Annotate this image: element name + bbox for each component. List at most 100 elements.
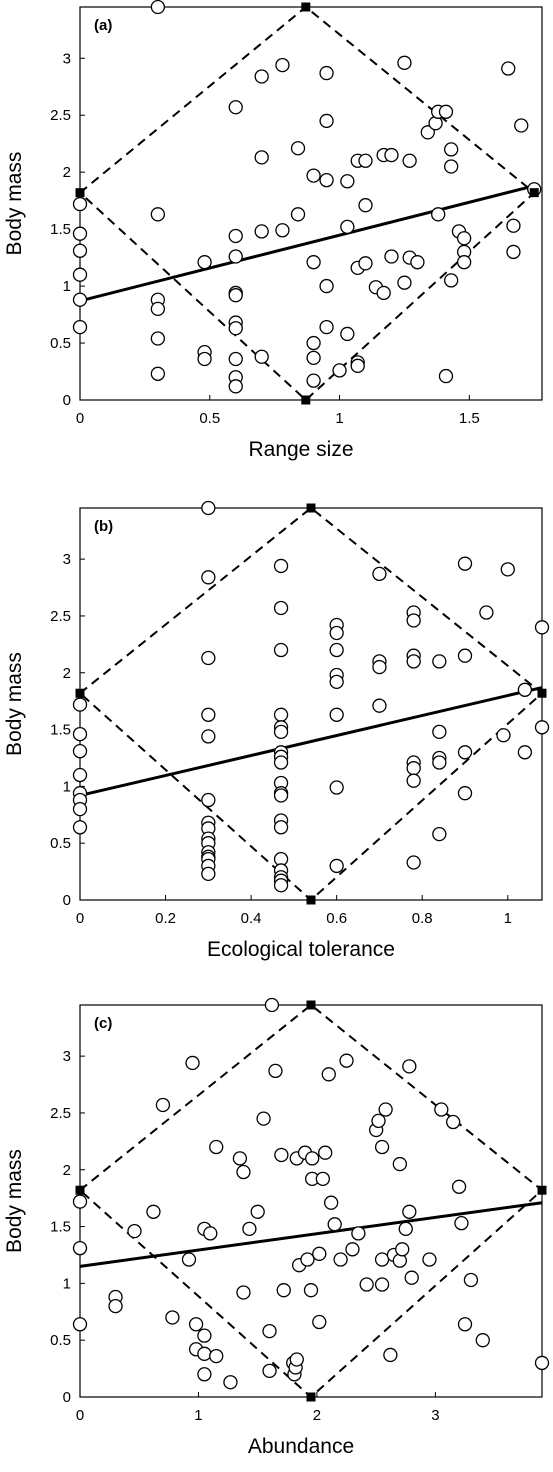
data-point [340,326,355,342]
data-point [146,1204,161,1219]
data-point [438,368,454,384]
data-point [506,218,521,233]
y-tick-label: 1 [63,778,71,795]
data-point [406,761,421,776]
data-point [398,1221,413,1236]
data-point [358,256,373,271]
data-point [457,786,473,801]
data-point [72,697,88,712]
data-point [306,373,321,388]
data-point [72,243,88,258]
data-point [372,698,387,713]
data-point [201,866,216,882]
data-point [444,273,459,288]
data-point [329,674,344,689]
data-point [254,150,269,165]
data-point [305,1151,320,1166]
data-point [181,1252,197,1267]
data-point [384,147,399,163]
data-point [303,1283,319,1298]
y-tick-label: 1 [63,1275,71,1292]
data-point [72,820,88,835]
data-point [434,1102,449,1117]
y-tick-label: 0 [63,892,71,909]
data-point [228,100,243,115]
data-point [72,196,88,212]
data-point [306,350,321,366]
data-point [250,1204,265,1219]
panel-label: (b) [94,518,113,535]
data-point [318,1145,333,1160]
y-tick-label: 2.5 [50,1105,71,1122]
data-point [72,801,88,817]
data-point [383,1347,398,1363]
data-point [209,1139,224,1155]
data-point [345,1242,360,1257]
data-point [372,659,387,675]
vertex-marker [537,1185,547,1195]
data-point [457,1317,473,1332]
y-axis-label: Body mass [3,652,26,756]
data-point [236,1285,251,1300]
data-point [150,0,166,15]
data-point [444,142,459,157]
data-point [329,707,344,722]
data-point [273,755,289,770]
data-point [275,223,290,238]
y-tick-label: 3 [63,50,71,67]
data-point [350,358,365,373]
data-point [374,1277,390,1292]
data-point [402,1059,417,1074]
data-point [457,556,473,571]
y-tick-label: 1.5 [50,221,71,238]
data-point [378,1102,393,1117]
data-point [201,570,216,585]
data-point [451,1179,467,1194]
y-axis-label: Body mass [3,1149,26,1253]
regression-line [79,686,543,797]
data-point [273,724,289,739]
data-point [402,153,417,168]
data-point [72,226,88,241]
data-point [315,1171,330,1186]
x-tick-label: 2 [313,1407,321,1424]
data-point [262,1323,277,1339]
data-point [329,642,344,658]
data-point [506,244,521,260]
data-point [185,1055,200,1071]
data-point [432,755,447,770]
data-point [197,1328,212,1343]
data-point [273,707,289,722]
data-point [319,319,334,335]
data-point [463,1272,479,1288]
data-point [197,1346,212,1361]
data-point [374,1252,390,1267]
data-point [236,1164,251,1180]
vertex-marker [306,1392,316,1402]
data-point [290,207,306,222]
x-tick-label: 1 [335,410,343,427]
data-point [475,1333,490,1348]
x-tick-label: 3 [431,1407,439,1424]
data-point [72,1241,88,1256]
data-point [432,724,447,739]
data-point [273,788,289,803]
y-tick-label: 2.5 [50,107,71,124]
data-point [517,745,533,760]
data-point [327,1217,342,1232]
chart-panel-3: 0 0.5 1 1.5 2 2.5 3 0 1 2 3 Abundance Body mass (c) [3,997,550,1458]
data-point [501,61,516,76]
data-point [406,654,421,669]
dashed-envelope [78,1003,544,1399]
data-point [339,1053,354,1068]
y-tick-label: 0.5 [50,335,71,352]
panel-label: (a) [94,17,112,34]
data-point [420,125,435,140]
data-point [376,285,391,301]
vertex-marker [301,2,311,12]
data-point [397,275,412,290]
data-point [406,855,421,870]
data-point [312,1314,327,1330]
panel-label: (c) [94,1015,112,1032]
y-axis-label: Body mass [3,152,26,256]
